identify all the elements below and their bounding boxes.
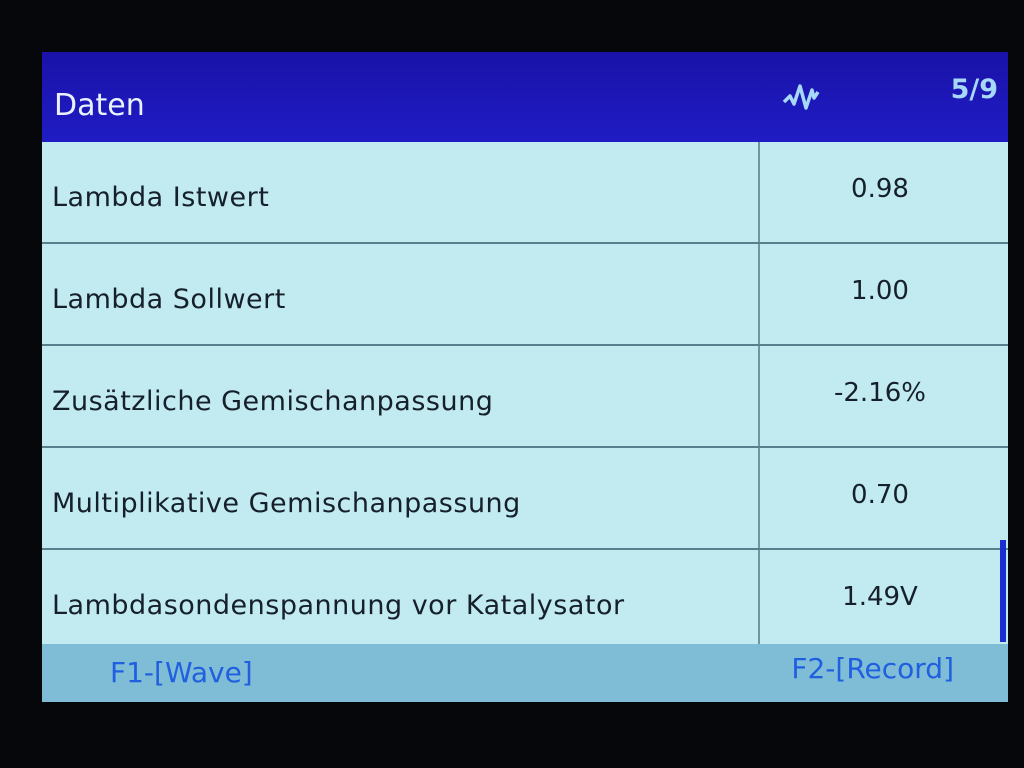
- column-divider: [758, 346, 760, 446]
- data-list: Lambda Istwert 0.98 Lambda Sollwert 1.00 Z…: [42, 142, 1008, 652]
- column-divider: [758, 142, 760, 242]
- parameter-value: -2.16%: [834, 378, 926, 408]
- parameter-label: Lambda Istwert: [52, 182, 270, 213]
- page-indicator: 5/9: [950, 74, 998, 105]
- softkey-bar: F1-[Wave] F2-[Record]: [42, 644, 1008, 702]
- parameter-label: Lambdasondenspannung vor Katalysator: [52, 590, 625, 621]
- parameter-value: 1.00: [851, 276, 909, 306]
- f1-wave-button[interactable]: F1-[Wave]: [110, 656, 253, 689]
- f2-record-button[interactable]: F2-[Record]: [791, 652, 954, 685]
- column-divider: [758, 244, 760, 344]
- page-title: Daten: [54, 88, 145, 123]
- column-divider: [758, 448, 760, 548]
- scrollbar[interactable]: [1000, 540, 1006, 642]
- wave-icon[interactable]: [782, 80, 822, 112]
- parameter-label: Multiplikative Gemischanpassung: [52, 488, 521, 519]
- parameter-label: Zusätzliche Gemischanpassung: [52, 386, 494, 417]
- list-item[interactable]: Lambda Istwert 0.98: [42, 142, 1008, 244]
- parameter-label: Lambda Sollwert: [52, 284, 286, 315]
- parameter-value: 1.49V: [842, 582, 918, 612]
- list-item[interactable]: Multiplikative Gemischanpassung 0.70: [42, 448, 1008, 550]
- parameter-value: 0.70: [851, 480, 909, 510]
- header-bar: Daten 5/9: [42, 52, 1008, 142]
- list-item[interactable]: Lambda Sollwert 1.00: [42, 244, 1008, 346]
- list-item[interactable]: Lambdasondenspannung vor Katalysator 1.49…: [42, 550, 1008, 652]
- column-divider: [758, 550, 760, 650]
- list-item[interactable]: Zusätzliche Gemischanpassung -2.16%: [42, 346, 1008, 448]
- parameter-value: 0.98: [851, 174, 909, 204]
- device-screen: Daten 5/9 Lambda Istwert 0.98 Lambda Soll…: [42, 52, 1008, 702]
